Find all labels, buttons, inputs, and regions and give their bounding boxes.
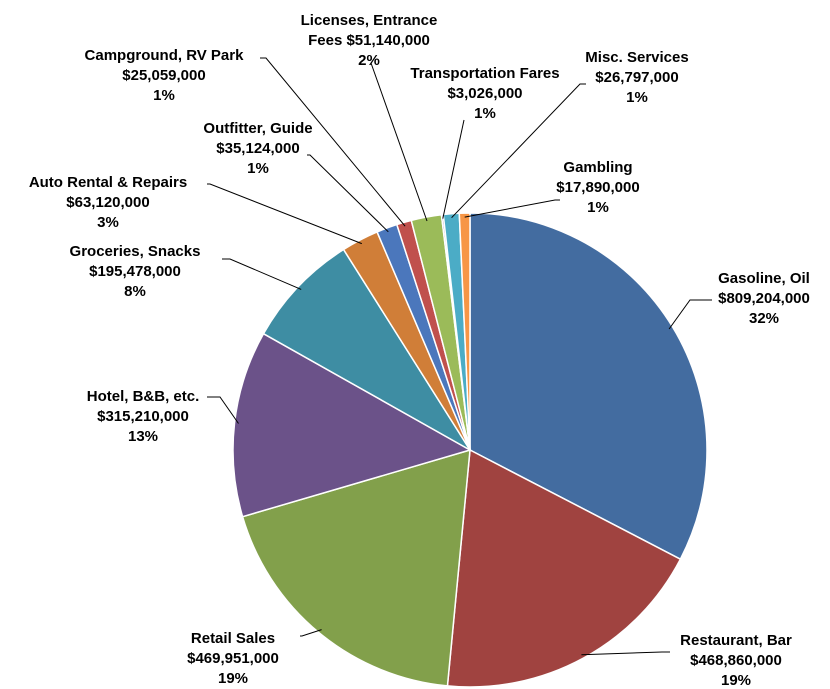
slice-percent-label: 1% — [247, 160, 269, 177]
leader-line — [260, 57, 406, 227]
leader-line — [222, 258, 302, 290]
pie-slice-restaurant-bar — [446, 448, 682, 688]
slice-label-line: Licenses, Entrance — [301, 12, 438, 29]
slice-label-line: $195,478,000 — [89, 263, 181, 280]
slice-label: Licenses, Entrance Fees $51,140,000 2% — [301, 12, 438, 69]
slice-label-line: $35,124,000 — [216, 140, 299, 157]
slice-label: Retail Sales $469,951,000 19% — [187, 630, 279, 687]
slice-percent-label: 32% — [749, 310, 779, 327]
slice-label-line: $17,890,000 — [556, 179, 639, 196]
leader-line — [668, 299, 712, 330]
slice-label: Auto Rental & Repairs $63,120,000 3% — [29, 174, 187, 231]
slice-label: Hotel, B&B, etc. $315,210,000 13% — [87, 388, 200, 445]
slice-label-line: $63,120,000 — [66, 194, 149, 211]
slice-label-line: Misc. Services — [585, 49, 688, 66]
slice-label-line: Restaurant, Bar — [680, 632, 792, 649]
slice-label: Outfitter, Guide $35,124,000 1% — [203, 120, 312, 177]
slice-label-line: Auto Rental & Repairs — [29, 174, 187, 191]
slice-label: Gambling $17,890,000 1% — [556, 159, 639, 216]
slice-label: Transportation Fares $3,026,000 1% — [410, 65, 559, 122]
slice-label-line: Campground, RV Park — [85, 47, 245, 64]
slice-label-line: Transportation Fares — [410, 65, 559, 82]
leader-line — [581, 651, 670, 656]
slice-percent-label: 1% — [626, 89, 648, 106]
slice-labels: Gasoline, Oil $809,204,000 32% Restaurant, … — [29, 12, 810, 689]
slice-percent-label: 3% — [97, 214, 119, 231]
pie-slice-gambling — [458, 212, 471, 451]
slice-label-line: $25,059,000 — [122, 67, 205, 84]
slice-percent-label: 8% — [124, 283, 146, 300]
leader-line — [300, 629, 322, 637]
slice-percent-label: 13% — [128, 428, 158, 445]
slice-label: Misc. Services $26,797,000 1% — [585, 49, 688, 106]
slice-label-line: $809,204,000 — [718, 290, 810, 307]
slice-label-line: $315,210,000 — [97, 408, 189, 425]
slice-label-line: $3,026,000 — [447, 85, 522, 102]
slice-label-line: Gambling — [563, 159, 632, 176]
pie-slice-groceries-snacks — [262, 248, 471, 451]
leader-line — [464, 199, 560, 218]
leader-line — [370, 62, 428, 222]
pie-slices — [232, 212, 708, 688]
leader-line — [307, 154, 389, 233]
leader-line — [451, 83, 586, 219]
slice-percent-label: 1% — [153, 87, 175, 104]
slice-percent-label: 19% — [218, 670, 248, 687]
slice-label: Restaurant, Bar $468,860,000 19% — [680, 632, 792, 689]
slice-label-line: Outfitter, Guide — [203, 120, 312, 137]
slice-label-line: Fees $51,140,000 — [308, 32, 430, 49]
slice-label-line: Groceries, Snacks — [70, 243, 201, 260]
slice-label-line: $469,951,000 — [187, 650, 279, 667]
slice-label: Campground, RV Park $25,059,000 1% — [85, 47, 245, 104]
leader-line — [207, 396, 239, 424]
leader-line — [207, 183, 362, 245]
leader-line — [442, 119, 465, 219]
slice-label-line: Gasoline, Oil — [718, 270, 810, 287]
slice-label: Gasoline, Oil $809,204,000 32% — [718, 270, 810, 327]
slice-percent-label: 2% — [358, 52, 380, 69]
leader-lines — [207, 57, 712, 656]
slice-label-line: Hotel, B&B, etc. — [87, 388, 200, 405]
slice-percent-label: 19% — [721, 672, 751, 689]
slice-label-line: $468,860,000 — [690, 652, 782, 669]
slice-label-line: Retail Sales — [191, 630, 275, 647]
slice-label: Groceries, Snacks $195,478,000 8% — [70, 243, 201, 300]
slice-percent-label: 1% — [474, 105, 496, 122]
slice-percent-label: 1% — [587, 199, 609, 216]
pie-slice-retail-sales — [241, 448, 471, 687]
pie-slice-gasoline-oil — [469, 212, 708, 561]
slice-label-line: $26,797,000 — [595, 69, 678, 86]
pie-slice-hotel-b-b-etc — [232, 332, 472, 518]
